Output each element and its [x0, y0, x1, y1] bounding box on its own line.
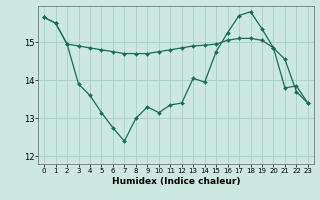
X-axis label: Humidex (Indice chaleur): Humidex (Indice chaleur)	[112, 177, 240, 186]
